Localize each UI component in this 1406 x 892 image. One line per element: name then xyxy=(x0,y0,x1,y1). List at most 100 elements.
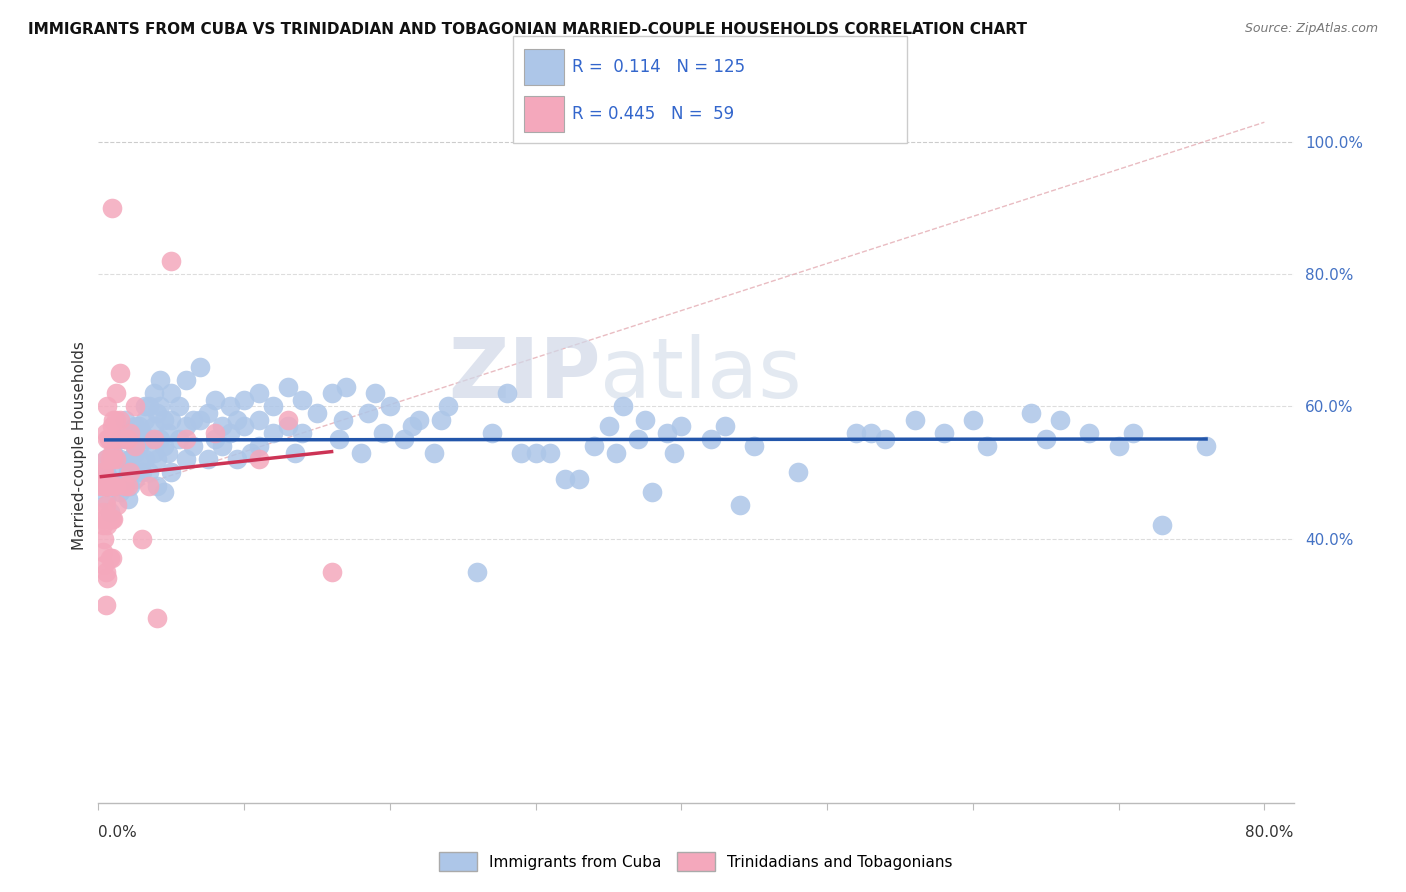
Point xyxy=(93,511,115,525)
Text: IMMIGRANTS FROM CUBA VS TRINIDADIAN AND TOBAGONIAN MARRIED-COUPLE HOUSEHOLDS COR: IMMIGRANTS FROM CUBA VS TRINIDADIAN AND … xyxy=(28,22,1028,37)
Point xyxy=(96,478,118,492)
Point xyxy=(174,452,197,467)
Point xyxy=(903,412,925,426)
Point xyxy=(284,445,307,459)
Point xyxy=(233,419,256,434)
Point xyxy=(93,478,115,492)
Point xyxy=(96,518,118,533)
Point xyxy=(93,532,115,546)
Point xyxy=(204,425,226,440)
Point xyxy=(408,412,430,426)
Point xyxy=(332,412,354,426)
Point xyxy=(262,400,284,414)
Point xyxy=(655,425,678,440)
Point xyxy=(110,412,132,426)
Point xyxy=(190,412,212,426)
Point xyxy=(481,425,503,440)
Point xyxy=(582,439,605,453)
Point xyxy=(94,598,117,612)
Point xyxy=(859,425,882,440)
Point xyxy=(845,425,868,440)
Point xyxy=(128,439,150,453)
Point xyxy=(138,433,160,447)
Point xyxy=(142,445,165,459)
Point xyxy=(598,419,620,434)
Point xyxy=(538,445,561,459)
Point xyxy=(101,478,124,492)
Point xyxy=(225,412,247,426)
Point xyxy=(117,478,139,492)
Point xyxy=(124,419,146,434)
Point xyxy=(104,433,127,447)
Point xyxy=(114,433,136,447)
Point xyxy=(101,412,124,426)
Point xyxy=(149,400,172,414)
Point xyxy=(211,419,233,434)
Point xyxy=(100,511,122,525)
Point xyxy=(94,478,117,492)
Point xyxy=(321,565,343,579)
Point xyxy=(90,478,112,492)
Point xyxy=(181,412,204,426)
Point xyxy=(104,452,127,467)
Point xyxy=(134,400,156,414)
Point xyxy=(120,433,142,447)
Point xyxy=(96,433,118,447)
Text: 80.0%: 80.0% xyxy=(1246,825,1294,840)
Point xyxy=(662,445,685,459)
Point xyxy=(401,419,423,434)
Point xyxy=(100,201,122,215)
Point xyxy=(160,386,183,401)
Point xyxy=(233,392,256,407)
Point xyxy=(124,439,146,453)
Point xyxy=(101,511,124,525)
Point xyxy=(211,439,233,453)
Text: Source: ZipAtlas.com: Source: ZipAtlas.com xyxy=(1244,22,1378,36)
Point xyxy=(1195,439,1218,453)
Text: R = 0.445   N =  59: R = 0.445 N = 59 xyxy=(572,105,734,123)
Point xyxy=(100,419,122,434)
Point xyxy=(728,499,751,513)
Point xyxy=(641,485,664,500)
Point xyxy=(612,400,634,414)
Point xyxy=(174,373,197,387)
Point xyxy=(190,359,212,374)
Point xyxy=(110,452,132,467)
Point xyxy=(101,445,124,459)
Point xyxy=(1108,439,1130,453)
Point xyxy=(218,400,240,414)
Point xyxy=(131,425,153,440)
Point xyxy=(328,433,350,447)
Point xyxy=(98,472,121,486)
Point xyxy=(149,433,172,447)
Point xyxy=(742,439,765,453)
Point xyxy=(350,445,373,459)
Point xyxy=(131,433,153,447)
Y-axis label: Married-couple Households: Married-couple Households xyxy=(72,342,87,550)
Point xyxy=(291,425,314,440)
Point xyxy=(160,412,183,426)
Point xyxy=(145,478,167,492)
Point xyxy=(91,545,114,559)
Point xyxy=(138,400,160,414)
Point xyxy=(145,406,167,420)
Point xyxy=(101,452,124,467)
Point xyxy=(100,551,122,566)
Point xyxy=(149,373,172,387)
Point xyxy=(117,433,139,447)
Point xyxy=(335,379,357,393)
Point xyxy=(1078,425,1101,440)
Point xyxy=(932,425,955,440)
Point xyxy=(157,445,180,459)
Point xyxy=(104,412,127,426)
Point xyxy=(110,485,132,500)
Point xyxy=(394,433,416,447)
Point xyxy=(174,419,197,434)
Point xyxy=(174,433,197,447)
Point xyxy=(120,425,142,440)
Point xyxy=(110,433,132,447)
Text: ZIP: ZIP xyxy=(449,334,600,415)
Point xyxy=(962,412,984,426)
Point xyxy=(1035,433,1057,447)
Point xyxy=(96,571,118,585)
